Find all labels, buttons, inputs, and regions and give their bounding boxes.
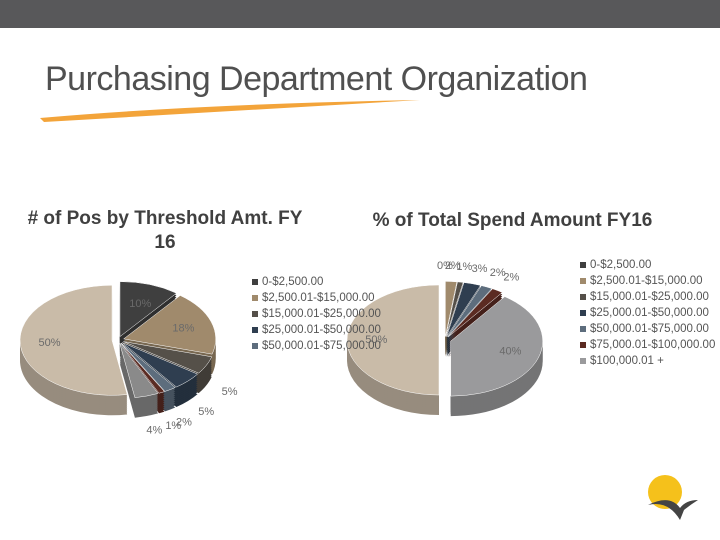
legend-item: $25,000.01-$50,000.00 <box>580 307 710 319</box>
legend-label: $2,500.01-$15,000.00 <box>262 292 375 304</box>
legend-label: $25,000.01-$50,000.00 <box>590 307 709 319</box>
slice <box>445 281 464 337</box>
slice <box>448 288 503 338</box>
slice <box>447 285 493 337</box>
legend-item: $50,000.01-$75,000.00 <box>580 323 710 335</box>
legend-swatch <box>580 326 586 332</box>
slice <box>346 284 440 396</box>
title-underline <box>40 100 420 122</box>
legend-item: $100,000.01 + <box>580 355 710 367</box>
legend-label: $15,000.01-$25,000.00 <box>262 308 381 320</box>
legend-swatch <box>580 262 586 268</box>
data-label: 50% <box>38 337 60 349</box>
legend-swatch <box>580 342 586 348</box>
legend-label: $15,000.01-$25,000.00 <box>590 291 709 303</box>
slice <box>19 285 128 396</box>
legend-item: $25,000.01-$50,000.00 <box>252 324 382 336</box>
top-bar <box>0 0 720 28</box>
legend-swatch <box>580 294 586 300</box>
data-label: 1% <box>456 261 472 273</box>
legend-swatch <box>252 343 258 349</box>
slice <box>450 296 543 397</box>
data-label: 2% <box>503 271 519 283</box>
slice <box>445 281 458 337</box>
legend-item: $50,000.01-$75,000.00 <box>252 340 382 352</box>
legend: 0-$2,500.00 $2,500.01-$15,000.00 $15,000.0… <box>580 259 716 371</box>
legend-label: $50,000.01-$75,000.00 <box>262 340 381 352</box>
data-label: 5% <box>222 386 238 398</box>
data-label: 10% <box>129 298 151 310</box>
legend-label: $50,000.01-$75,000.00 <box>590 323 709 335</box>
logo <box>648 475 698 520</box>
legend-item: $15,000.01-$25,000.00 <box>580 291 710 303</box>
legend-item: $2,500.01-$15,000.00 <box>252 292 382 304</box>
data-label: 2% <box>445 260 461 272</box>
legend-label: $2,500.01-$15,000.00 <box>590 275 703 287</box>
slice <box>119 343 159 398</box>
data-label: 0% <box>437 260 453 272</box>
data-label: 40% <box>499 346 521 358</box>
data-label: 4% <box>146 425 162 437</box>
legend-swatch <box>580 310 586 316</box>
slide-title: Purchasing Department Organization <box>45 60 588 98</box>
slice <box>122 342 199 388</box>
legend-label: 0-$2,500.00 <box>262 276 324 288</box>
data-label: 3% <box>472 263 488 275</box>
data-label: 18% <box>172 322 194 334</box>
legend-item: $75,000.01-$100,000.00 <box>580 339 716 351</box>
data-label: 2% <box>176 417 192 429</box>
legend-label: $100,000.01 + <box>590 355 664 367</box>
slice <box>119 281 177 338</box>
data-label: 50% <box>365 334 387 346</box>
legend-label: $75,000.01-$100,000.00 <box>590 339 716 351</box>
legend-swatch <box>252 279 258 285</box>
legend-label: $25,000.01-$50,000.00 <box>262 324 381 336</box>
chart-title: % of Total Spend Amount FY16 <box>372 210 653 231</box>
legend-swatch <box>580 358 586 364</box>
legend-swatch <box>580 278 586 284</box>
data-label: 2% <box>490 267 506 279</box>
slice <box>446 282 481 337</box>
slice <box>123 295 216 355</box>
slice <box>123 341 213 374</box>
legend-swatch <box>252 295 258 301</box>
legend-item: 0-$2,500.00 <box>580 259 710 271</box>
legend-item: 0-$2,500.00 <box>252 276 382 288</box>
chart-title: # of Pos by Threshold Amt. FY 16 <box>27 208 303 253</box>
legend-item: $2,500.01-$15,000.00 <box>580 275 710 287</box>
slice <box>120 343 165 394</box>
legend: 0-$2,500.00 $2,500.01-$15,000.00 $15,000.0… <box>252 276 382 356</box>
legend-swatch <box>252 327 258 333</box>
data-label: 5% <box>198 406 214 418</box>
legend-label: 0-$2,500.00 <box>590 259 652 271</box>
slice <box>121 342 176 392</box>
data-label: 1% <box>165 420 181 432</box>
legend-swatch <box>252 311 258 317</box>
legend-item: $15,000.01-$25,000.00 <box>252 308 382 320</box>
